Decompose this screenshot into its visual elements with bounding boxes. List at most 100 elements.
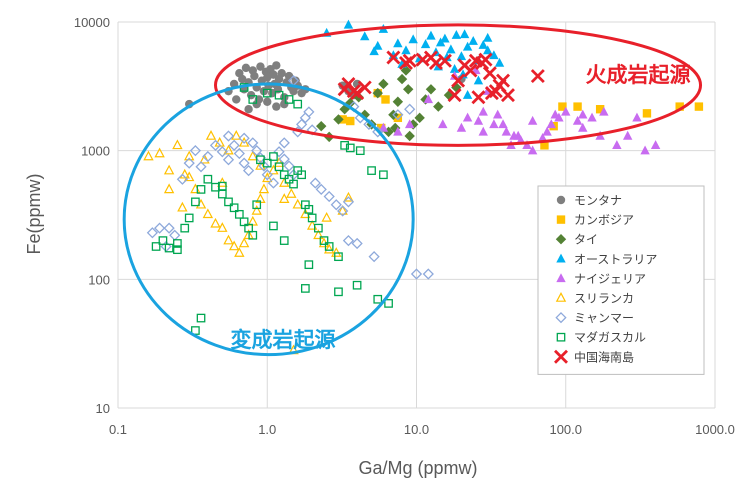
data-point: [355, 146, 365, 156]
data-point: [331, 247, 342, 257]
data-point: [527, 145, 538, 155]
legend-marker: [555, 292, 567, 302]
data-point: [217, 181, 227, 191]
data-point: [238, 136, 250, 147]
data-point: [393, 38, 403, 48]
legend: モンタナカンボジアタイオーストラリアナイジェリアスリランカミャンマーマダガスカル…: [537, 185, 705, 375]
data-point: [478, 40, 488, 49]
data-point: [273, 157, 285, 167]
data-point: [494, 57, 505, 67]
data-point: [250, 71, 259, 81]
data-point: [279, 170, 289, 180]
data-point: [210, 217, 221, 228]
data-point: [269, 152, 278, 161]
data-point: [393, 126, 403, 136]
data-point: [233, 147, 245, 160]
data-point: [403, 84, 414, 95]
data-point: [578, 122, 588, 132]
data-point: [323, 190, 335, 203]
data-point: [404, 130, 415, 142]
data-point: [379, 170, 388, 180]
data-point: [587, 112, 597, 122]
data-point: [143, 150, 154, 161]
legend-marker: [555, 311, 567, 324]
legend-label: モンタナ: [574, 194, 622, 208]
data-point: [217, 222, 228, 232]
data-point: [292, 198, 303, 209]
data-point: [330, 199, 342, 211]
data-point: [262, 88, 272, 98]
data-point: [498, 119, 508, 129]
data-point: [425, 84, 437, 95]
data-point: [694, 102, 704, 111]
data-point: [263, 97, 272, 106]
legend-label: 中国海南島: [574, 349, 634, 364]
data-point: [542, 126, 552, 136]
data-point: [558, 102, 567, 111]
data-point: [232, 95, 241, 104]
data-point: [177, 201, 188, 212]
data-point: [209, 139, 222, 151]
data-point: [360, 31, 370, 41]
data-point: [462, 112, 473, 122]
data-point: [255, 160, 266, 170]
data-point: [473, 75, 484, 85]
data-point: [578, 109, 588, 119]
data-point: [267, 177, 280, 189]
data-point: [501, 126, 512, 136]
data-point: [404, 119, 415, 129]
legend-marker: [556, 253, 566, 263]
data-point: [203, 174, 213, 184]
data-point: [357, 80, 372, 95]
data-point: [261, 169, 273, 181]
data-point: [304, 204, 314, 214]
data-point: [478, 126, 488, 136]
data-point: [252, 99, 261, 109]
legend-marker: [556, 195, 566, 205]
legend-label: タイ: [574, 233, 598, 247]
data-point: [258, 183, 270, 194]
data-point: [675, 102, 684, 111]
data-point: [278, 137, 290, 149]
data-point: [410, 268, 423, 280]
data-point: [408, 34, 418, 44]
data-point: [164, 243, 174, 253]
data-point: [422, 268, 434, 280]
x-axis-title: Ga/Mg (ppmw): [358, 458, 477, 478]
y-tick-label: 10000: [74, 15, 110, 30]
metamorphic-region-label: 変成岩起源: [231, 328, 336, 352]
data-point: [176, 173, 189, 185]
data-point: [573, 102, 582, 111]
data-point: [373, 294, 383, 304]
data-point: [378, 122, 389, 132]
data-point: [367, 166, 376, 175]
data-point: [173, 245, 182, 255]
data-point: [456, 51, 467, 61]
data-point: [612, 140, 622, 150]
data-point: [279, 236, 289, 245]
data-point: [500, 88, 515, 103]
data-point: [274, 90, 284, 100]
data-point: [279, 193, 290, 203]
data-point: [440, 33, 450, 43]
data-point: [373, 40, 383, 50]
legend-label: ナイジェリア: [574, 272, 646, 286]
data-point: [283, 160, 295, 172]
data-point: [216, 146, 228, 158]
data-point: [309, 177, 321, 189]
data-point: [372, 87, 383, 99]
series-4: [378, 65, 661, 155]
data-point: [303, 106, 315, 118]
data-point: [184, 213, 194, 223]
data-point: [343, 19, 354, 29]
data-point: [284, 174, 294, 184]
data-point: [184, 150, 195, 161]
data-point: [323, 243, 335, 254]
igneous-region-label: 火成岩起源: [586, 63, 691, 87]
data-point: [438, 119, 448, 129]
data-point: [234, 247, 245, 257]
data-point: [420, 39, 431, 49]
data-point: [286, 188, 297, 198]
legend-label: カンボジア: [574, 213, 634, 227]
